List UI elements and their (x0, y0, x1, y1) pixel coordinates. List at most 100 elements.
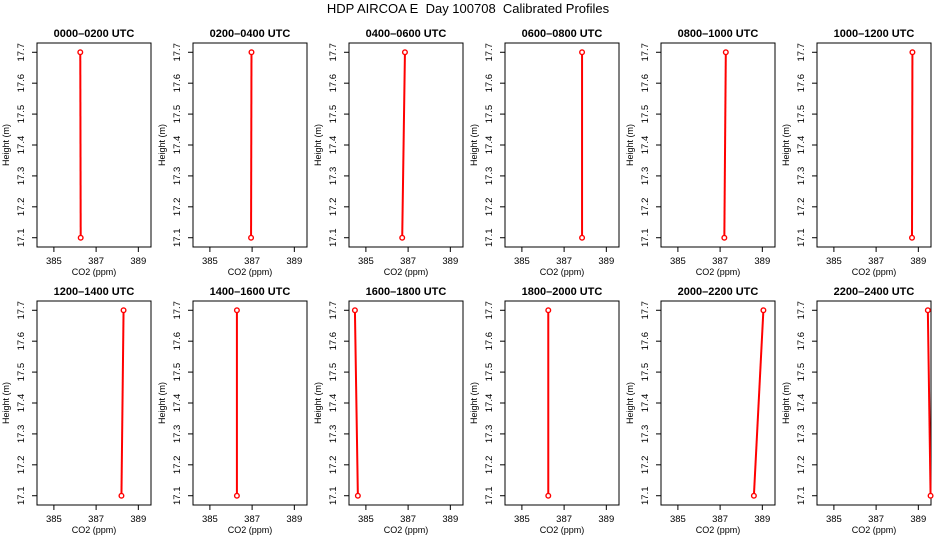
x-tick-label: 385 (826, 256, 842, 267)
y-tick-label: 17.1 (640, 228, 651, 247)
x-tick-label: 387 (556, 514, 572, 525)
plot-frame (504, 300, 620, 506)
y-tick-label: 17.1 (796, 228, 807, 247)
data-point (77, 49, 84, 56)
x-tick-label: 385 (358, 514, 374, 525)
y-tick-label: 17.1 (16, 228, 27, 247)
x-tick-label: 385 (46, 256, 62, 267)
panel-title: 1200–1400 UTC (54, 286, 135, 298)
x-tick-label: 385 (202, 514, 218, 525)
plot-frame (660, 42, 776, 248)
x-tick-label: 385 (358, 256, 374, 267)
y-tick-label: 17.2 (796, 198, 807, 217)
data-point (909, 49, 916, 56)
y-tick-label: 17.7 (484, 43, 495, 62)
x-tick-label: 387 (244, 256, 260, 267)
y-tick-label: 17.4 (796, 136, 807, 155)
x-tick-label: 389 (910, 256, 926, 267)
y-tick-label: 17.3 (16, 167, 27, 186)
panel-title: 2200–2400 UTC (834, 286, 915, 298)
y-tick-label: 17.4 (796, 394, 807, 413)
y-tick-label: 17.7 (484, 301, 495, 320)
y-tick-label: 17.4 (16, 394, 27, 413)
data-point (354, 492, 361, 499)
x-axis-label: CO2 (ppm) (696, 267, 741, 277)
x-axis-label: CO2 (ppm) (72, 267, 117, 277)
y-tick-label: 17.5 (484, 105, 495, 124)
y-tick-label: 17.1 (796, 486, 807, 505)
y-tick-label: 17.7 (172, 43, 183, 62)
panel-title: 1800–2000 UTC (522, 286, 603, 298)
y-tick-label: 17.2 (172, 198, 183, 217)
y-tick-label: 17.2 (16, 198, 27, 217)
y-tick-label: 17.2 (172, 456, 183, 475)
y-tick-label: 17.7 (328, 301, 339, 320)
y-axis-label: Height (m) (781, 124, 791, 166)
y-tick-label: 17.6 (640, 332, 651, 351)
y-axis-label: Height (m) (781, 382, 791, 424)
x-axis-label: CO2 (ppm) (696, 525, 741, 535)
y-tick-label: 17.1 (172, 228, 183, 247)
y-tick-label: 17.3 (640, 425, 651, 444)
y-axis-label: Height (m) (625, 124, 635, 166)
y-axis-label: Height (m) (313, 382, 323, 424)
data-point (927, 492, 934, 499)
profile-line (120, 310, 125, 496)
y-tick-label: 17.6 (172, 74, 183, 93)
data-point (721, 234, 728, 241)
plot-frame (816, 42, 932, 248)
y-tick-label: 17.3 (172, 167, 183, 186)
y-tick-label: 17.3 (328, 167, 339, 186)
y-tick-label: 17.5 (328, 105, 339, 124)
y-tick-label: 17.2 (484, 456, 495, 475)
data-point (760, 307, 767, 314)
panel-title: 0600–0800 UTC (522, 28, 603, 40)
plot-frame (192, 42, 308, 248)
data-point (233, 492, 240, 499)
y-tick-label: 17.6 (796, 332, 807, 351)
y-axis-label: Height (m) (625, 382, 635, 424)
panel-title: 0800–1000 UTC (678, 28, 759, 40)
x-tick-label: 385 (670, 514, 686, 525)
x-axis-label: CO2 (ppm) (852, 525, 897, 535)
y-tick-label: 17.6 (640, 74, 651, 93)
data-point (924, 307, 931, 314)
y-axis-label: Height (m) (157, 382, 167, 424)
x-tick-label: 385 (202, 256, 218, 267)
x-tick-label: 389 (130, 514, 146, 525)
data-point (545, 307, 552, 314)
y-tick-label: 17.5 (796, 105, 807, 124)
y-tick-label: 17.1 (484, 486, 495, 505)
y-tick-label: 17.5 (484, 363, 495, 382)
y-tick-label: 17.3 (328, 425, 339, 444)
y-tick-label: 17.7 (16, 43, 27, 62)
data-point (909, 234, 916, 241)
x-axis-label: CO2 (ppm) (228, 267, 273, 277)
x-tick-label: 387 (400, 256, 416, 267)
y-tick-label: 17.7 (796, 301, 807, 320)
y-tick-label: 17.2 (640, 456, 651, 475)
x-tick-label: 387 (712, 514, 728, 525)
y-tick-label: 17.2 (484, 198, 495, 217)
y-tick-label: 17.5 (328, 363, 339, 382)
panel-title: 1400–1600 UTC (210, 286, 291, 298)
x-axis-label: CO2 (ppm) (384, 267, 429, 277)
x-tick-label: 389 (286, 256, 302, 267)
y-tick-label: 17.3 (640, 167, 651, 186)
x-tick-label: 389 (598, 514, 614, 525)
y-tick-label: 17.5 (796, 363, 807, 382)
y-tick-label: 17.1 (328, 486, 339, 505)
data-point (351, 307, 358, 314)
y-tick-label: 17.1 (328, 228, 339, 247)
y-tick-label: 17.6 (484, 332, 495, 351)
y-tick-label: 17.4 (484, 394, 495, 413)
y-tick-label: 17.2 (16, 456, 27, 475)
x-tick-label: 385 (514, 514, 530, 525)
x-tick-label: 389 (442, 514, 458, 525)
y-tick-label: 17.5 (640, 363, 651, 382)
panel-title: 0400–0600 UTC (366, 28, 447, 40)
data-point (248, 234, 255, 241)
y-tick-label: 17.7 (640, 301, 651, 320)
y-tick-label: 17.4 (16, 136, 27, 155)
data-point (750, 492, 757, 499)
